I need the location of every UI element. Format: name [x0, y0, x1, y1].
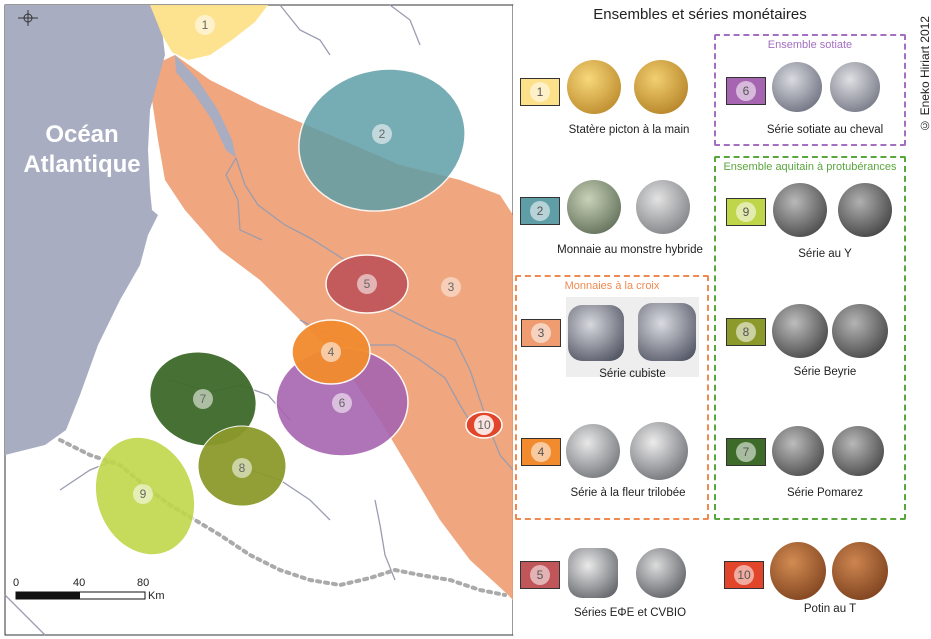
ocean-area — [5, 5, 165, 455]
swatch-series-6: 6 — [726, 77, 766, 105]
zone-marker-5: 5 — [357, 274, 377, 294]
series-number: 6 — [736, 81, 756, 101]
dark-coin-icon — [838, 183, 892, 237]
caption-series-6: Série sotiate au cheval — [766, 124, 884, 136]
crosshair-icon — [18, 10, 38, 26]
caption-series-7: Série Pomarez — [786, 487, 864, 499]
scale-tick-40: 40 — [73, 577, 86, 589]
ocean-label-line-1: Océan — [45, 121, 119, 148]
series-number: 10 — [734, 565, 754, 585]
zone-marker-2: 2 — [372, 124, 392, 144]
dark-coin-icon — [832, 304, 888, 358]
series-number: 8 — [736, 322, 756, 342]
dark-coin-icon — [772, 426, 824, 476]
gold-coin-icon — [567, 60, 621, 114]
bronze-coin-icon — [832, 542, 888, 600]
series-number: 4 — [531, 442, 551, 462]
swatch-series-10: 10 — [724, 561, 764, 589]
zone-marker-3: 3 — [441, 277, 461, 297]
caption-series-4: Série à la fleur trilobée — [570, 487, 686, 499]
ocean-label-line-2: Atlantique — [23, 151, 141, 178]
swatch-series-2: 2 — [520, 197, 560, 225]
estuary — [175, 55, 236, 158]
silver-coin-icon — [830, 62, 880, 112]
caption-series-10: Potin au T — [803, 603, 857, 615]
silver-coin-icon — [568, 305, 624, 361]
silver-coin-icon — [568, 548, 618, 598]
series-number: 7 — [736, 442, 756, 462]
zone-marker-1: 1 — [195, 15, 215, 35]
group-title-croix: Monnaies à la croix — [564, 280, 660, 292]
silver-coin-icon — [772, 62, 822, 112]
zone-number: 2 — [379, 127, 386, 141]
group-title-aquitain: Ensemble aquitain à protubérances — [723, 161, 897, 173]
caption-series-8: Série Beyrie — [793, 366, 857, 378]
silver-coin-icon — [636, 548, 686, 598]
scale-unit: Km — [148, 590, 165, 602]
legend-title: Ensembles et séries monétaires — [593, 6, 807, 23]
zone-marker-4: 4 — [321, 342, 341, 362]
caption-series-5: Séries EΦE et CVBIO — [573, 607, 687, 619]
zone-marker-7: 7 — [193, 389, 213, 409]
caption-series-1: Statère picton à la main — [568, 124, 690, 136]
caption-series-9: Série au Y — [798, 248, 852, 260]
zone-number: 3 — [448, 280, 455, 294]
scale-bar — [15, 591, 146, 600]
dark-coin-icon — [832, 426, 884, 476]
caption-series-3: Série cubiste — [599, 368, 666, 380]
silver-coin-icon — [636, 180, 690, 234]
caption-series-2: Monnaie au monstre hybride — [557, 244, 703, 256]
swatch-series-3: 3 — [521, 319, 561, 347]
dark-coin-icon — [772, 304, 828, 358]
credit-text: © Eneko Hiriart 2012 — [918, 16, 931, 133]
swatch-series-5: 5 — [520, 561, 560, 589]
group-title-sotiate: Ensemble sotiate — [767, 39, 853, 51]
scale-tick-80: 80 — [137, 577, 150, 589]
silver-coin-icon — [630, 422, 688, 480]
zone-number: 8 — [239, 461, 246, 475]
ocean-label: Océan Atlantique — [12, 120, 152, 180]
bronze-coin-icon — [770, 542, 826, 600]
silver-coin-icon — [638, 303, 696, 361]
series-number: 9 — [736, 202, 756, 222]
zone-marker-6: 6 — [332, 393, 352, 413]
swatch-series-7: 7 — [726, 438, 766, 466]
dark-coin-icon — [773, 183, 827, 237]
swatch-series-8: 8 — [726, 318, 766, 346]
zone-marker-8: 8 — [232, 458, 252, 478]
swatch-series-4: 4 — [521, 438, 561, 466]
zone-number: 9 — [140, 487, 147, 501]
gold-coin-icon — [634, 60, 688, 114]
group-box-croix: Monnaies à la croix — [515, 275, 709, 520]
series-number: 2 — [530, 201, 550, 221]
series-number: 5 — [530, 565, 550, 585]
group-box-aquitain: Ensemble aquitain à protubérances — [714, 156, 906, 520]
series-number: 1 — [530, 82, 550, 102]
swatch-series-9: 9 — [726, 198, 766, 226]
silver-coin-icon — [567, 180, 621, 234]
zone-number: 7 — [200, 392, 207, 406]
zone-number: 10 — [477, 418, 491, 432]
series-number: 3 — [531, 323, 551, 343]
zone-number: 6 — [339, 396, 346, 410]
zone-marker-10: 10 — [474, 415, 494, 435]
swatch-series-1: 1 — [520, 78, 560, 106]
group-box-sotiate: Ensemble sotiate — [714, 34, 906, 146]
zone-markers: 1 2 3 4 5 6 7 8 9 10 — [133, 15, 494, 504]
scale-tick-0: 0 — [13, 577, 20, 589]
zone-number: 1 — [202, 18, 209, 32]
zone-number: 4 — [328, 345, 335, 359]
zone-number: 5 — [364, 277, 371, 291]
silver-coin-icon — [566, 424, 620, 478]
zone-marker-9: 9 — [133, 484, 153, 504]
